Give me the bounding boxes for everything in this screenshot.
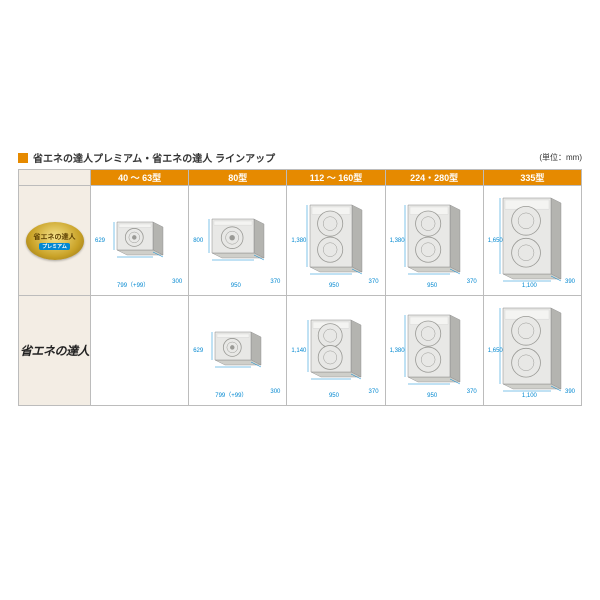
lineup-table: 40 ～ 63型 80型 112 ～ 160型 224・280型 335型 省エ…	[18, 169, 582, 406]
ac-unit: 800 950 370	[189, 186, 286, 295]
dim-depth: 300	[270, 389, 280, 395]
header-corner	[19, 170, 91, 186]
table-row: 省エネの達人 プレミアム 629 799（+99） 300	[19, 186, 582, 296]
section-title: 省エネの達人プレミアム・省エネの達人 ラインアップ	[18, 150, 275, 165]
unit-cell	[91, 296, 189, 406]
row-label: 省エネの達人	[19, 296, 91, 406]
dim-height: 1,650	[488, 348, 503, 354]
unit-cell: 1,650 1,100 390	[483, 186, 581, 296]
title-square-icon	[18, 153, 28, 163]
dim-height: 1,140	[291, 348, 306, 354]
unit-cell: 1,650 1,100 390	[483, 296, 581, 406]
dim-height: 1,380	[291, 238, 306, 244]
unit-cell: 1,380 950 370	[385, 296, 483, 406]
dim-depth: 370	[270, 279, 280, 285]
dim-width: 950	[427, 393, 437, 399]
unit-cell: 1,380 950 370	[287, 186, 385, 296]
dim-width: 1,100	[522, 283, 537, 289]
dim-height: 1,380	[390, 348, 405, 354]
unit-cell: 1,380 950 370	[385, 186, 483, 296]
dim-depth: 370	[369, 389, 379, 395]
dim-width: 950	[231, 283, 241, 289]
dim-width: 799（+99）	[215, 390, 247, 399]
unit-label: (単位：mm)	[539, 152, 582, 163]
ac-unit: 1,650 1,100 390	[484, 186, 581, 295]
row-label: 省エネの達人 プレミアム	[19, 186, 91, 296]
col-header: 40 ～ 63型	[91, 170, 189, 186]
series-label: 省エネの達人	[19, 342, 90, 359]
title-row: 省エネの達人プレミアム・省エネの達人 ラインアップ (単位：mm)	[18, 150, 582, 165]
ac-unit: 1,140 950 370	[287, 296, 384, 405]
dim-height: 629	[95, 238, 105, 244]
ac-unit: 1,380 950 370	[287, 186, 384, 295]
ac-unit: 1,650 1,100 390	[484, 296, 581, 405]
premium-badge-icon: 省エネの達人 プレミアム	[26, 222, 84, 260]
dim-width: 799（+99）	[117, 280, 149, 289]
unit-cell: 629 799（+99） 300	[189, 296, 287, 406]
dim-depth: 300	[172, 279, 182, 285]
unit-cell: 629 799（+99） 300	[91, 186, 189, 296]
dim-width: 950	[427, 283, 437, 289]
dim-depth: 390	[565, 279, 575, 285]
col-header: 224・280型	[385, 170, 483, 186]
dim-width: 950	[329, 393, 339, 399]
col-header: 112 ～ 160型	[287, 170, 385, 186]
dim-height: 800	[193, 238, 203, 244]
lineup-section: 省エネの達人プレミアム・省エネの達人 ラインアップ (単位：mm) 40 ～ 6…	[18, 20, 582, 406]
dim-depth: 370	[369, 279, 379, 285]
col-header: 80型	[189, 170, 287, 186]
unit-cell: 800 950 370	[189, 186, 287, 296]
unit-cell: 1,140 950 370	[287, 296, 385, 406]
table-row: 省エネの達人 629 799（+99） 300	[19, 296, 582, 406]
dim-width: 1,100	[522, 393, 537, 399]
title-text: 省エネの達人プレミアム・省エネの達人 ラインアップ	[33, 150, 275, 165]
header-row: 40 ～ 63型 80型 112 ～ 160型 224・280型 335型	[19, 170, 582, 186]
dim-height: 1,380	[390, 238, 405, 244]
ac-unit: 629 799（+99） 300	[189, 296, 286, 405]
ac-unit: 629 799（+99） 300	[91, 186, 188, 295]
dim-height: 629	[193, 348, 203, 354]
dim-height: 1,650	[488, 238, 503, 244]
dim-depth: 370	[467, 389, 477, 395]
ac-unit: 1,380 950 370	[386, 186, 483, 295]
dim-depth: 390	[565, 389, 575, 395]
ac-unit: 1,380 950 370	[386, 296, 483, 405]
dim-width: 950	[329, 283, 339, 289]
dim-depth: 370	[467, 279, 477, 285]
col-header: 335型	[483, 170, 581, 186]
